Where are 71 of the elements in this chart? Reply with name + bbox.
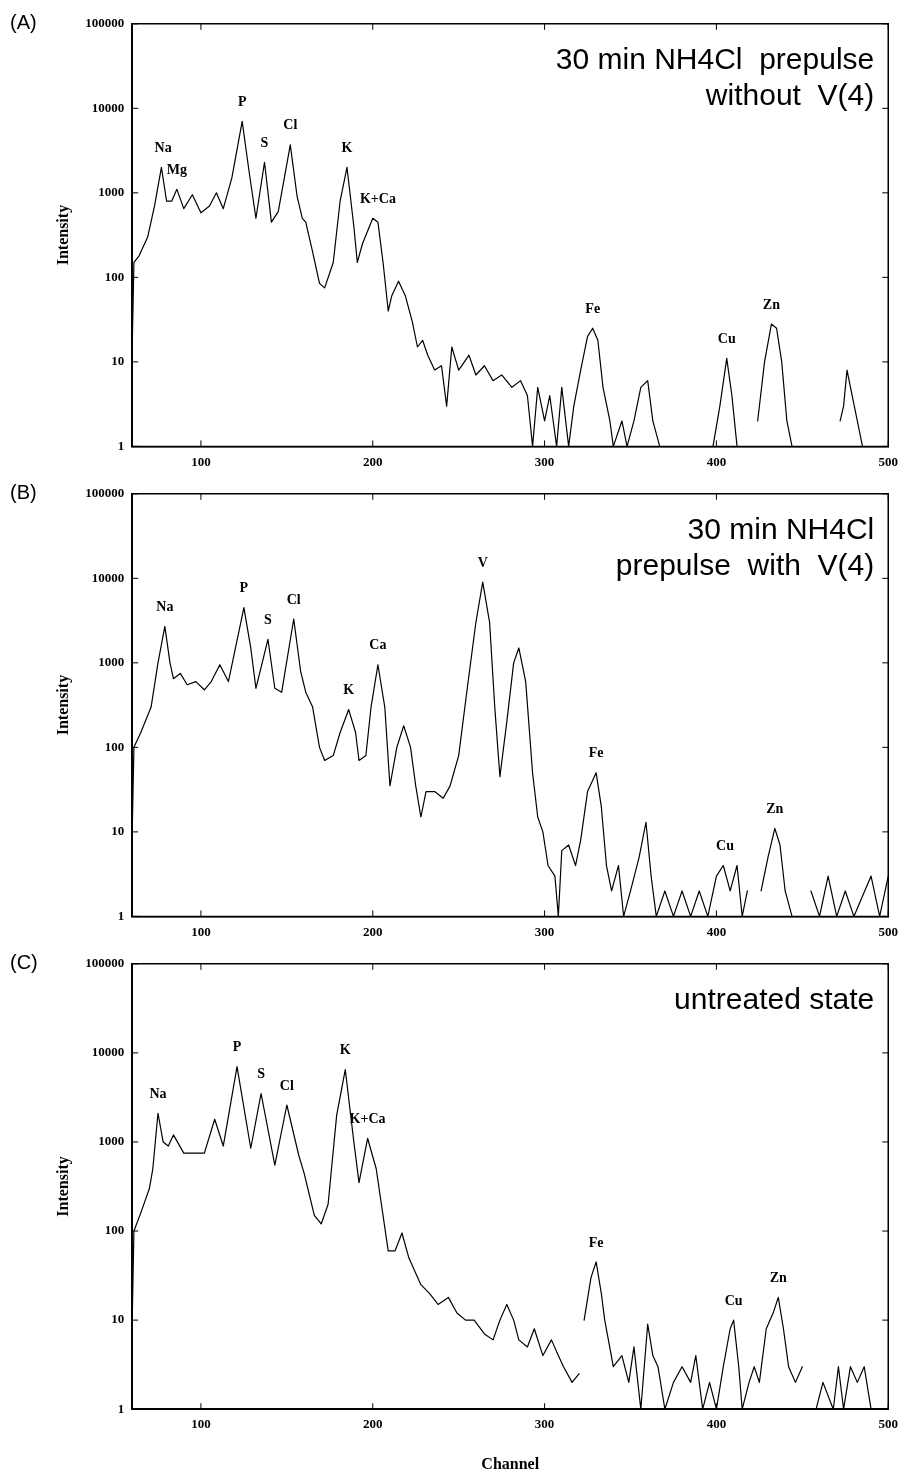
annotation: Fe [588, 1234, 604, 1250]
annotation: Na [149, 1085, 167, 1101]
x-tick-label: 400 [706, 1416, 727, 1432]
chart-title: (A) [10, 11, 37, 34]
y-tick-label: 100 [104, 268, 125, 284]
annotation: Cu [724, 1292, 743, 1308]
annotation: S [264, 611, 273, 627]
annotation: Cl [286, 591, 301, 607]
y-tick-label: 1000 [98, 654, 125, 670]
annotation: P [237, 94, 247, 110]
annotation: K [343, 682, 355, 698]
annotation: Na [154, 140, 172, 156]
y-tick-label: 100 [104, 1222, 125, 1238]
y-tick-label: 100000 [85, 955, 125, 971]
y-tick-label: 10 [111, 1311, 125, 1327]
text: 30 min NH4Cl prepulse with V(4) [615, 512, 875, 582]
y-tick-label: 10000 [91, 99, 125, 115]
y-tick-label: 1 [117, 1400, 125, 1416]
y-tick-label: 1000 [98, 1133, 125, 1149]
y-tick-label: 10 [111, 823, 125, 839]
annotation: K [341, 140, 353, 156]
y-tick-label: 100 [104, 738, 125, 754]
y-axis-title: Intensity [53, 674, 72, 736]
annotation: Fe [585, 300, 601, 316]
y-tick-label: 10000 [91, 569, 125, 585]
x-tick-label: 100 [191, 1416, 211, 1432]
annotation: Zn [769, 1269, 788, 1285]
annotation: Cu [717, 330, 736, 346]
annotation: P [232, 1039, 242, 1055]
annotation: Cl [283, 117, 298, 133]
x-tick-label: 100 [191, 453, 211, 469]
text: 30 min NH4Cl prepulse without V(4) [555, 42, 875, 112]
x-tick-label: 500 [878, 923, 898, 939]
x-tick-label: 500 [878, 453, 898, 469]
annotation: Zn [766, 800, 784, 816]
y-tick-label: 1 [117, 907, 125, 923]
x-tick-label: 400 [706, 923, 727, 939]
annotation: P [239, 580, 249, 596]
annotation: Zn [762, 296, 781, 312]
annotation: Ca [369, 637, 387, 653]
y-tick-label: 100000 [85, 485, 125, 501]
x-tick-label: 100 [191, 923, 211, 939]
chart-title: (C) [10, 951, 38, 974]
y-axis-title: Intensity [53, 1156, 72, 1217]
x-tick-label: 200 [363, 453, 383, 469]
x-tick-label: 500 [878, 1416, 898, 1432]
annotation: Cu [716, 838, 735, 854]
x-tick-label: 200 [363, 923, 383, 939]
x-axis-title: Channel [481, 1454, 540, 1472]
annotation: V [477, 554, 488, 570]
y-tick-label: 1 [117, 437, 125, 453]
annotation: S [260, 134, 269, 150]
y-tick-label: 10000 [91, 1044, 125, 1060]
annotation: K [339, 1042, 351, 1058]
text: untreated state [674, 982, 875, 1016]
y-tick-label: 10 [111, 353, 125, 369]
annotation: Fe [588, 745, 604, 761]
y-axis-title: Intensity [53, 204, 72, 266]
x-tick-label: 300 [534, 1416, 555, 1432]
x-tick-label: 300 [534, 923, 555, 939]
annotation: K+Ca [359, 190, 396, 206]
annotation: Cl [279, 1077, 294, 1093]
annotation: Na [156, 598, 174, 614]
x-tick-label: 400 [706, 453, 727, 469]
y-tick-label: 1000 [98, 184, 125, 200]
chart-title: (B) [10, 481, 37, 504]
x-tick-label: 300 [534, 453, 555, 469]
y-tick-label: 100000 [85, 15, 125, 31]
annotation: S [257, 1066, 266, 1082]
x-tick-label: 200 [363, 1416, 383, 1432]
annotation: Mg [166, 161, 187, 177]
